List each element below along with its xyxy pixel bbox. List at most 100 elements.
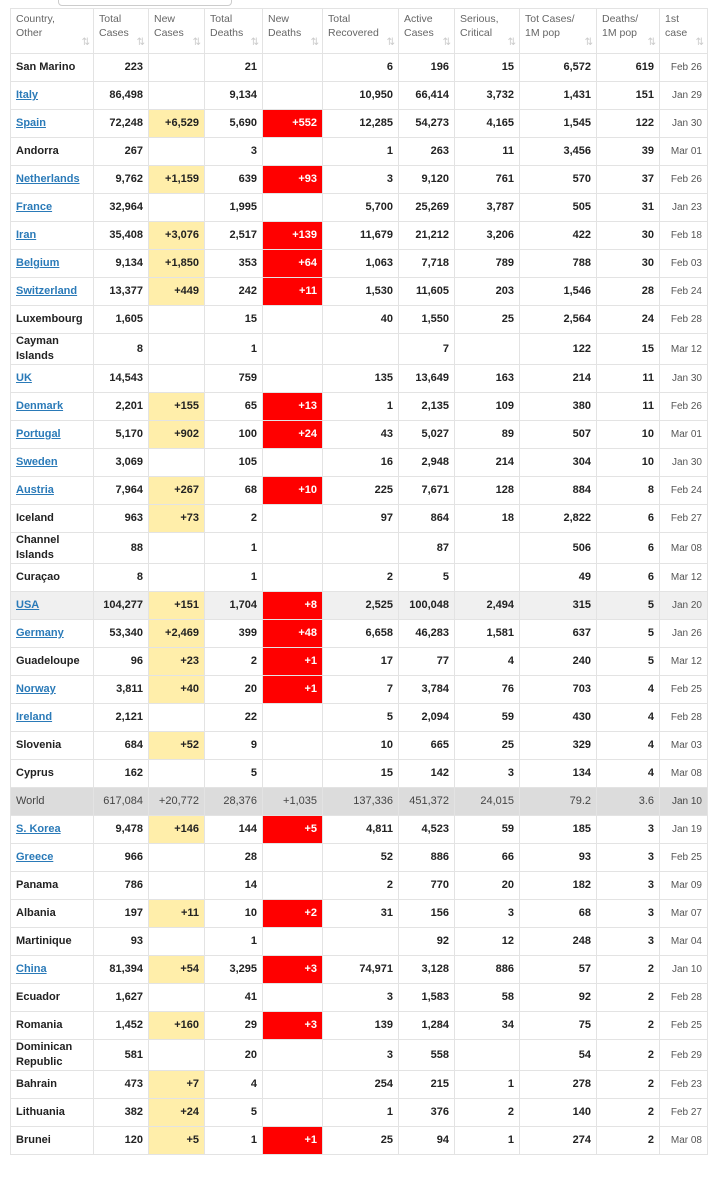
- table-cell: Slovenia: [10, 731, 94, 760]
- table-cell: Jan 23: [659, 193, 708, 222]
- table-cell: 5,027: [398, 420, 455, 449]
- table-cell: +160: [148, 1011, 205, 1040]
- column-header[interactable]: Serious, Critical: [454, 8, 520, 54]
- table-body: San Marino 223 21 6 196 15 6,572 619 Feb 26 Italy…: [10, 53, 708, 1155]
- table-cell: 15: [454, 53, 520, 82]
- table-cell: 9,762: [93, 165, 149, 194]
- column-header[interactable]: Total Recovered: [322, 8, 399, 54]
- table-cell: 2,822: [519, 504, 597, 533]
- table-cell: Martinique: [10, 927, 94, 956]
- column-header[interactable]: Tot Cases/ 1M pop: [519, 8, 597, 54]
- table-cell: 182: [519, 871, 597, 900]
- table-cell: 139: [322, 1011, 399, 1040]
- table-cell: 1,546: [519, 277, 597, 306]
- column-header[interactable]: 1st case: [659, 8, 708, 54]
- table-cell: +11: [148, 899, 205, 928]
- table-cell: 9,134: [93, 249, 149, 278]
- table-cell: Feb 25: [659, 843, 708, 872]
- table-row: S. Korea 9,478 +146 144 +5 4,811 4,523 59 185 3 Ja…: [10, 815, 708, 844]
- table-cell: 2: [596, 1098, 660, 1127]
- table-cell: 380: [519, 392, 597, 421]
- table-cell: World: [10, 787, 94, 816]
- country-link[interactable]: Spain: [16, 117, 46, 129]
- table-cell: 162: [93, 759, 149, 788]
- table-cell: 16: [322, 448, 399, 477]
- table-cell: Feb 29: [659, 1039, 708, 1071]
- table-cell: 35,408: [93, 221, 149, 250]
- table-cell: [454, 333, 520, 365]
- country-link[interactable]: S. Korea: [16, 823, 61, 835]
- country-link[interactable]: Switzerland: [16, 285, 78, 297]
- table-cell: 74,971: [322, 955, 399, 984]
- column-header[interactable]: Total Deaths: [204, 8, 263, 54]
- table-cell: 185: [519, 815, 597, 844]
- table-cell: 197: [93, 899, 149, 928]
- country-link[interactable]: China: [16, 963, 47, 975]
- table-cell: 2: [204, 647, 263, 676]
- table-cell: Jan 29: [659, 81, 708, 110]
- table-cell: [262, 448, 323, 477]
- table-cell: S. Korea: [10, 815, 94, 844]
- country-link[interactable]: Norway: [16, 683, 56, 695]
- header-row: Country, OtherTotal CasesNew CasesTotal …: [10, 8, 708, 54]
- country-link[interactable]: Belgium: [16, 257, 60, 269]
- country-link[interactable]: Portugal: [16, 428, 61, 440]
- column-header[interactable]: Total Cases: [93, 8, 149, 54]
- country-link[interactable]: Italy: [16, 89, 39, 101]
- table-cell: 3: [322, 165, 399, 194]
- table-cell: 10,950: [322, 81, 399, 110]
- table-cell: +3,076: [148, 221, 205, 250]
- table-cell: 4: [596, 759, 660, 788]
- search-box[interactable]: [58, 0, 232, 6]
- table-cell: Switzerland: [10, 277, 94, 306]
- table-row: Dominican Republic 581 20 3 558 54 2 Feb 29: [10, 1039, 708, 1071]
- table-cell: 254: [322, 1070, 399, 1099]
- country-link[interactable]: Ireland: [16, 711, 53, 723]
- table-cell: Guadeloupe: [10, 647, 94, 676]
- table-cell: 5: [596, 619, 660, 648]
- country-link[interactable]: Iran: [16, 229, 37, 241]
- table-cell: 2,201: [93, 392, 149, 421]
- country-link[interactable]: USA: [16, 599, 40, 611]
- table-cell: [148, 448, 205, 477]
- table-cell: 68: [204, 476, 263, 505]
- table-cell: Jan 30: [659, 109, 708, 138]
- column-header[interactable]: New Cases: [148, 8, 205, 54]
- table-cell: Panama: [10, 871, 94, 900]
- table-cell: 93: [519, 843, 597, 872]
- country-link[interactable]: Austria: [16, 484, 54, 496]
- table-cell: 92: [519, 983, 597, 1012]
- country-link[interactable]: Denmark: [16, 400, 64, 412]
- country-link[interactable]: Netherlands: [16, 173, 80, 185]
- table-cell: 13,377: [93, 277, 149, 306]
- country-link[interactable]: Sweden: [16, 456, 58, 468]
- country-link[interactable]: UK: [16, 372, 32, 384]
- table-cell: 278: [519, 1070, 597, 1099]
- table-cell: Belgium: [10, 249, 94, 278]
- table-cell: 77: [398, 647, 455, 676]
- country-link[interactable]: Germany: [16, 627, 64, 639]
- table-cell: Andorra: [10, 137, 94, 166]
- table-row: Channel Islands 88 1 87 506 6 Mar 08: [10, 532, 708, 564]
- table-cell: 3: [596, 927, 660, 956]
- country-link[interactable]: Greece: [16, 851, 54, 863]
- table-row: Lithuania 382 +24 5 1 376 2 140 2 Feb 27: [10, 1098, 708, 1127]
- table-cell: 703: [519, 675, 597, 704]
- column-header[interactable]: New Deaths: [262, 8, 323, 54]
- table-cell: 2,121: [93, 703, 149, 732]
- table-cell: +151: [148, 591, 205, 620]
- column-header[interactable]: Deaths/ 1M pop: [596, 8, 660, 54]
- table-cell: 2,517: [204, 221, 263, 250]
- table-cell: 5: [596, 647, 660, 676]
- country-link[interactable]: France: [16, 201, 53, 213]
- table-cell: 399: [204, 619, 263, 648]
- table-cell: +3: [262, 1011, 323, 1040]
- table-cell: 31: [322, 899, 399, 928]
- column-header[interactable]: Country, Other: [10, 8, 94, 54]
- column-header[interactable]: Active Cases: [398, 8, 455, 54]
- table-cell: 639: [204, 165, 263, 194]
- table-cell: +48: [262, 619, 323, 648]
- country-name: Cayman Islands: [16, 335, 59, 362]
- table-cell: [262, 871, 323, 900]
- table-cell: [454, 1039, 520, 1071]
